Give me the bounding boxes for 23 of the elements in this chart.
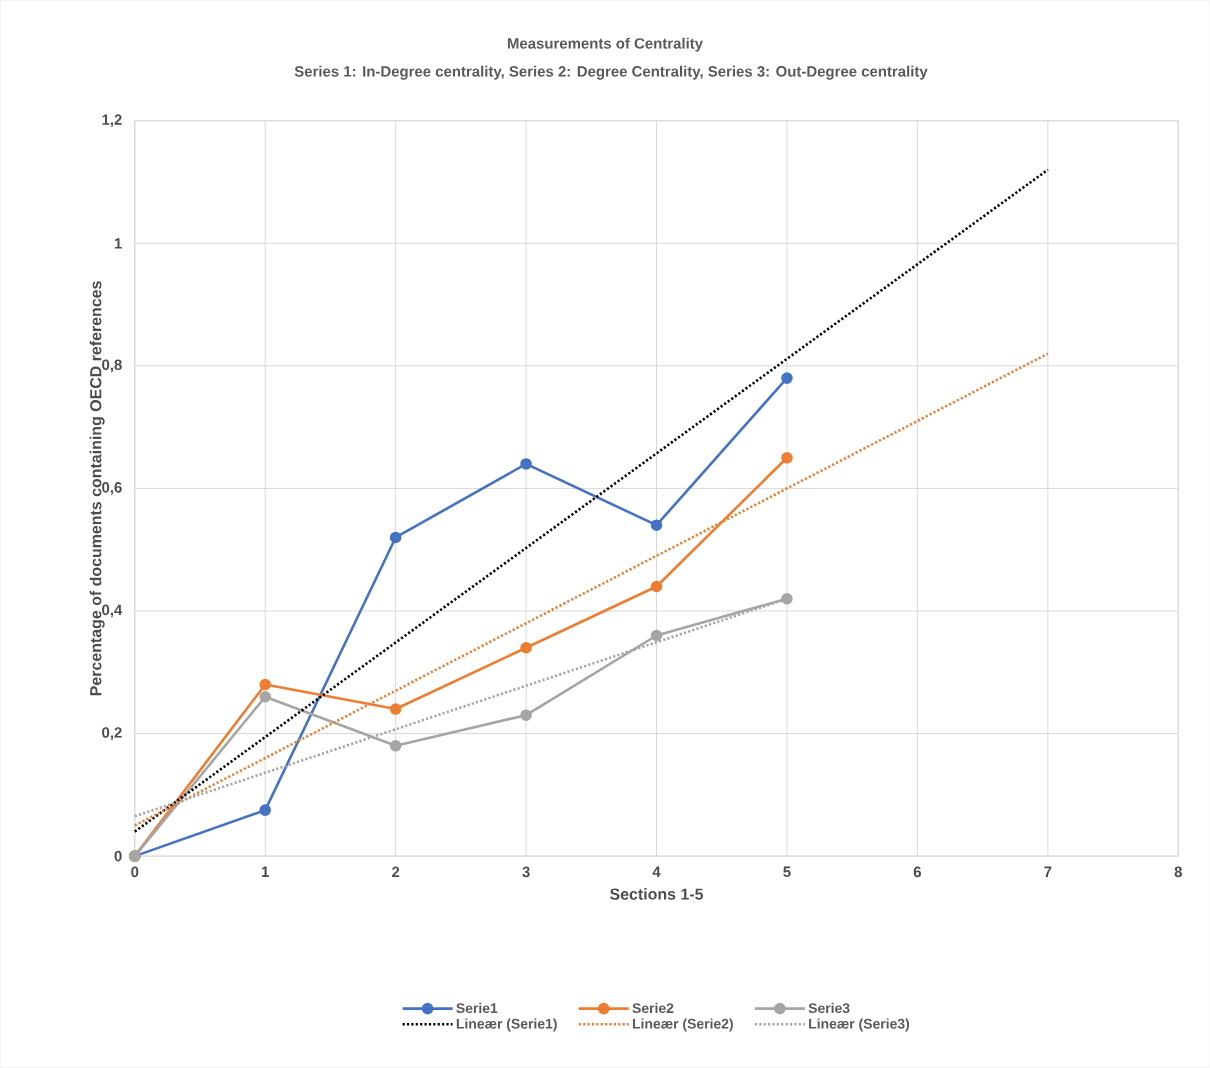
chart-title: Measurements of Centrality xyxy=(507,37,703,52)
x-tick-label: 2 xyxy=(392,866,400,878)
x-axis-title: Sections 1-5 xyxy=(610,888,704,900)
x-tick-label: 7 xyxy=(1044,866,1052,877)
y-tick-label: 1,2 xyxy=(102,114,122,128)
y-tick-label: 0 xyxy=(114,850,122,862)
legend-label: Serie3 xyxy=(808,1002,850,1014)
x-tick-label: 3 xyxy=(522,866,530,878)
chart-subtitle: Series 1: In-Degree centrality, Series 2: Degree Centrality, Series 3: Out-Degree centrality xyxy=(294,65,928,80)
legend-label: Serie2 xyxy=(632,1002,674,1014)
y-tick-label: 0,2 xyxy=(102,727,122,740)
legend-label: Lineær (Serie3) xyxy=(809,1018,910,1032)
x-tick-label: 5 xyxy=(783,866,791,878)
x-tick-label: 8 xyxy=(1174,866,1182,878)
x-tick-label: 4 xyxy=(652,866,661,877)
legend-label: Lineær (Serie2) xyxy=(632,1018,733,1032)
legend-label: Lineær (Serie1) xyxy=(456,1018,557,1032)
legend-label: Serie1 xyxy=(456,1002,498,1014)
y-tick-label: 0,8 xyxy=(102,359,122,373)
x-tick-label: 1 xyxy=(261,866,269,877)
y-tick-label: 1 xyxy=(114,238,122,249)
x-tick-label: 0 xyxy=(131,866,139,878)
x-tick-label: 6 xyxy=(913,866,922,878)
